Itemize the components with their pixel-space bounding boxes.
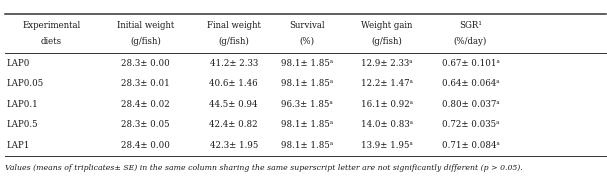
Text: 98.1± 1.85ᵃ: 98.1± 1.85ᵃ <box>281 59 333 68</box>
Text: Weight gain: Weight gain <box>361 21 412 30</box>
Text: (g/fish): (g/fish) <box>131 37 161 46</box>
Text: 16.1± 0.92ᵃ: 16.1± 0.92ᵃ <box>361 100 413 109</box>
Text: 0.67± 0.101ᵃ: 0.67± 0.101ᵃ <box>441 59 500 68</box>
Text: LAP0: LAP0 <box>6 59 30 68</box>
Text: 98.1± 1.85ᵃ: 98.1± 1.85ᵃ <box>281 121 333 129</box>
Text: 28.3± 0.05: 28.3± 0.05 <box>121 121 170 129</box>
Text: 96.3± 1.85ᵃ: 96.3± 1.85ᵃ <box>281 100 333 109</box>
Text: Values (means of triplicates± SE) in the same column sharing the same superscrip: Values (means of triplicates± SE) in the… <box>5 164 523 172</box>
Text: 44.5± 0.94: 44.5± 0.94 <box>209 100 258 109</box>
Text: SGR¹: SGR¹ <box>459 21 482 30</box>
Text: 41.2± 2.33: 41.2± 2.33 <box>209 59 258 68</box>
Text: 42.4± 0.82: 42.4± 0.82 <box>209 121 258 129</box>
Text: LAP0.05: LAP0.05 <box>6 79 43 88</box>
Text: 0.64± 0.064ᵃ: 0.64± 0.064ᵃ <box>442 79 499 88</box>
Text: 40.6± 1.46: 40.6± 1.46 <box>209 79 258 88</box>
Text: 42.3± 1.95: 42.3± 1.95 <box>209 141 258 150</box>
Text: Initial weight: Initial weight <box>117 21 174 30</box>
Text: 28.3± 0.01: 28.3± 0.01 <box>121 79 170 88</box>
Text: LAP0.5: LAP0.5 <box>6 121 38 129</box>
Text: (g/fish): (g/fish) <box>371 37 402 46</box>
Text: 12.9± 2.33ᵃ: 12.9± 2.33ᵃ <box>361 59 412 68</box>
Text: 98.1± 1.85ᵃ: 98.1± 1.85ᵃ <box>281 141 333 150</box>
Text: (%): (%) <box>300 37 314 46</box>
Text: Survival: Survival <box>290 21 325 30</box>
Text: Experimental: Experimental <box>22 21 81 30</box>
Text: (%/day): (%/day) <box>454 37 487 46</box>
Text: 12.2± 1.47ᵃ: 12.2± 1.47ᵃ <box>361 79 413 88</box>
Text: 28.4± 0.00: 28.4± 0.00 <box>121 141 170 150</box>
Text: 28.4± 0.02: 28.4± 0.02 <box>121 100 170 109</box>
Text: 0.72± 0.035ᵃ: 0.72± 0.035ᵃ <box>442 121 499 129</box>
Text: LAP1: LAP1 <box>6 141 30 150</box>
Text: 98.1± 1.85ᵃ: 98.1± 1.85ᵃ <box>281 79 333 88</box>
Text: 14.0± 0.83ᵃ: 14.0± 0.83ᵃ <box>361 121 413 129</box>
Text: (g/fish): (g/fish) <box>219 37 249 46</box>
Text: LAP0.1: LAP0.1 <box>6 100 38 109</box>
Text: 0.80± 0.037ᵃ: 0.80± 0.037ᵃ <box>442 100 499 109</box>
Text: 13.9± 1.95ᵃ: 13.9± 1.95ᵃ <box>361 141 413 150</box>
Text: diets: diets <box>41 37 62 46</box>
Text: 28.3± 0.00: 28.3± 0.00 <box>121 59 170 68</box>
Text: 0.71± 0.084ᵃ: 0.71± 0.084ᵃ <box>441 141 500 150</box>
Text: Final weight: Final weight <box>207 21 260 30</box>
